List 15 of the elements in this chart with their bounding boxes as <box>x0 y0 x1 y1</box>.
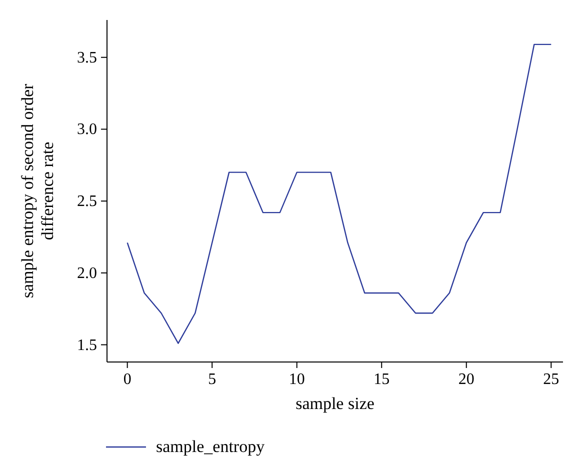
x-tick-label: 0 <box>123 371 132 388</box>
x-tick-label: 5 <box>208 371 216 388</box>
line-series <box>126 44 552 344</box>
x-tick-label: 10 <box>288 371 305 388</box>
legend-label: sample_entropy <box>156 437 266 456</box>
x-tick-label: 25 <box>543 371 560 388</box>
x-axis-title: sample size <box>296 394 374 413</box>
y-tick-label: 3.0 <box>77 121 97 138</box>
y-tick-label: 2.0 <box>77 264 97 282</box>
y-tick-label: 3.5 <box>77 49 97 66</box>
y-tick-label: 1.5 <box>77 336 97 354</box>
y-tick-label: 2.5 <box>77 193 97 210</box>
y-axis-title: sample entropy of second order difference rate <box>17 82 58 300</box>
x-tick-label: 20 <box>458 371 474 388</box>
x-tick-label: 15 <box>374 371 390 388</box>
